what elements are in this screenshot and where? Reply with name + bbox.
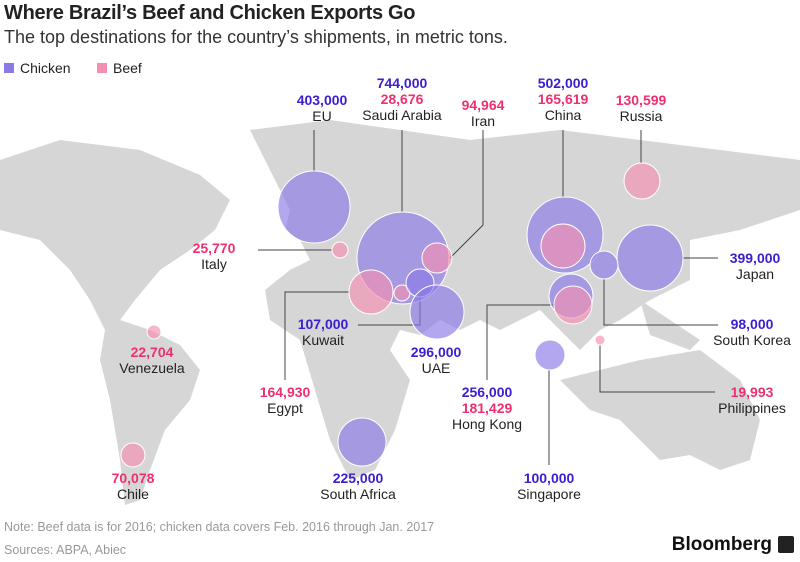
- iran-beef-bubble: [421, 242, 453, 274]
- chicken-value: 256,000: [461, 384, 513, 400]
- label-eu: 403,000 EU: [297, 92, 348, 124]
- country-name: EU: [312, 108, 332, 124]
- italy-beef-bubble: [331, 241, 349, 259]
- south-korea-leader-line: [603, 279, 718, 326]
- egypt-beef-bubble: [348, 269, 394, 315]
- singapore-chicken-bubble: [534, 339, 566, 371]
- beef-value: 181,429: [461, 400, 513, 416]
- label-egypt: 164,930 Egypt: [260, 384, 311, 416]
- philippines-beef-bubble: [594, 334, 606, 346]
- label-singapore: 100,000 Singapore: [517, 470, 581, 502]
- label-saudi-arabia: 744,000 28,676 Saudi Arabia: [362, 75, 441, 123]
- chicken-value: 100,000: [523, 470, 575, 486]
- chart-subtitle: The top destinations for the country’s s…: [4, 27, 508, 47]
- bloomberg-logo: Bloomberg: [671, 534, 772, 555]
- chicken-value: 744,000: [376, 75, 428, 91]
- label-kuwait: 107,000 Kuwait: [298, 316, 349, 348]
- country-name: Japan: [735, 266, 775, 282]
- china-beef-bubble: [540, 223, 586, 269]
- label-south-korea: 98,000 South Korea: [713, 316, 791, 348]
- country-name: South Africa: [320, 486, 396, 502]
- country-name: Egypt: [267, 400, 303, 416]
- chicken-value: 502,000: [537, 75, 589, 91]
- label-venezuela: 22,704 Venezuela: [119, 344, 184, 376]
- country-name: Venezuela: [119, 360, 185, 376]
- label-south-africa: 225,000 South Africa: [320, 470, 396, 502]
- land: [0, 120, 800, 505]
- iran-leader-line: [449, 130, 484, 259]
- country-name: Kuwait: [301, 332, 345, 348]
- chicken-value: 399,000: [729, 250, 781, 266]
- chile-beef-bubble: [120, 442, 146, 468]
- hong-kong-leader-line: [486, 304, 554, 380]
- country-name: Hong Kong: [451, 416, 523, 432]
- country-name: Russia: [619, 108, 663, 124]
- country-name: Philippines: [718, 400, 786, 416]
- footnote: Note: Beef data is for 2016; chicken dat…: [4, 520, 435, 534]
- venezuela-beef-bubble: [146, 324, 162, 340]
- country-name: Italy: [201, 256, 227, 272]
- egypt-leader-line: [284, 291, 349, 380]
- chart-title: Where Brazil’s Beef and Chicken Exports …: [4, 2, 416, 24]
- south-africa-chicken-bubble: [337, 417, 387, 467]
- chicken-value: 225,000: [332, 470, 384, 486]
- label-japan: 399,000 Japan: [730, 250, 781, 282]
- label-russia: 130,599 Russia: [616, 92, 667, 124]
- bloomberg-chart-icon: [778, 536, 794, 553]
- country-name: Saudi Arabia: [362, 107, 442, 123]
- japan-chicken-bubble: [616, 224, 684, 292]
- label-uae: 296,000 UAE: [411, 344, 462, 376]
- chicken-value: 107,000: [297, 316, 349, 332]
- label-italy: 25,770 Italy: [193, 240, 236, 272]
- country-name: Singapore: [517, 486, 581, 502]
- south-korea-chicken-bubble: [589, 250, 619, 280]
- chicken-value: 403,000: [296, 92, 348, 108]
- label-iran: 94,964 Iran: [462, 97, 505, 129]
- label-hong-kong: 256,000 181,429 Hong Kong: [452, 384, 522, 432]
- country-name: Chile: [117, 486, 149, 502]
- sources: Sources: ABPA, Abiec: [4, 543, 127, 557]
- country-name: Iran: [470, 113, 496, 129]
- label-chile: 70,078 Chile: [112, 470, 155, 502]
- eu-chicken-bubble: [277, 170, 351, 244]
- country-name: China: [544, 107, 582, 123]
- beef-value: 28,676: [380, 91, 424, 107]
- country-name: UAE: [421, 360, 451, 376]
- legend-chicken: Chicken: [4, 60, 71, 76]
- beef-value: 22,704: [130, 344, 174, 360]
- country-name: South Korea: [713, 332, 791, 348]
- label-philippines: 19,993 Philippines: [718, 384, 786, 416]
- beef-value: 70,078: [111, 470, 155, 486]
- philippines-leader-line: [599, 345, 715, 393]
- label-china: 502,000 165,619 China: [538, 75, 589, 123]
- beef-value: 164,930: [259, 384, 311, 400]
- russia-beef-bubble: [623, 162, 661, 200]
- beef-value: 165,619: [537, 91, 589, 107]
- hong-kong-beef-bubble: [553, 285, 593, 325]
- legend-beef: Beef: [97, 60, 142, 76]
- beef-value: 25,770: [192, 240, 236, 256]
- chicken-value: 98,000: [730, 316, 774, 332]
- beef-value: 94,964: [461, 97, 505, 113]
- beef-value: 130,599: [615, 92, 667, 108]
- chicken-value: 296,000: [410, 344, 462, 360]
- uae-chicken-bubble: [409, 284, 465, 340]
- beef-value: 19,993: [730, 384, 774, 400]
